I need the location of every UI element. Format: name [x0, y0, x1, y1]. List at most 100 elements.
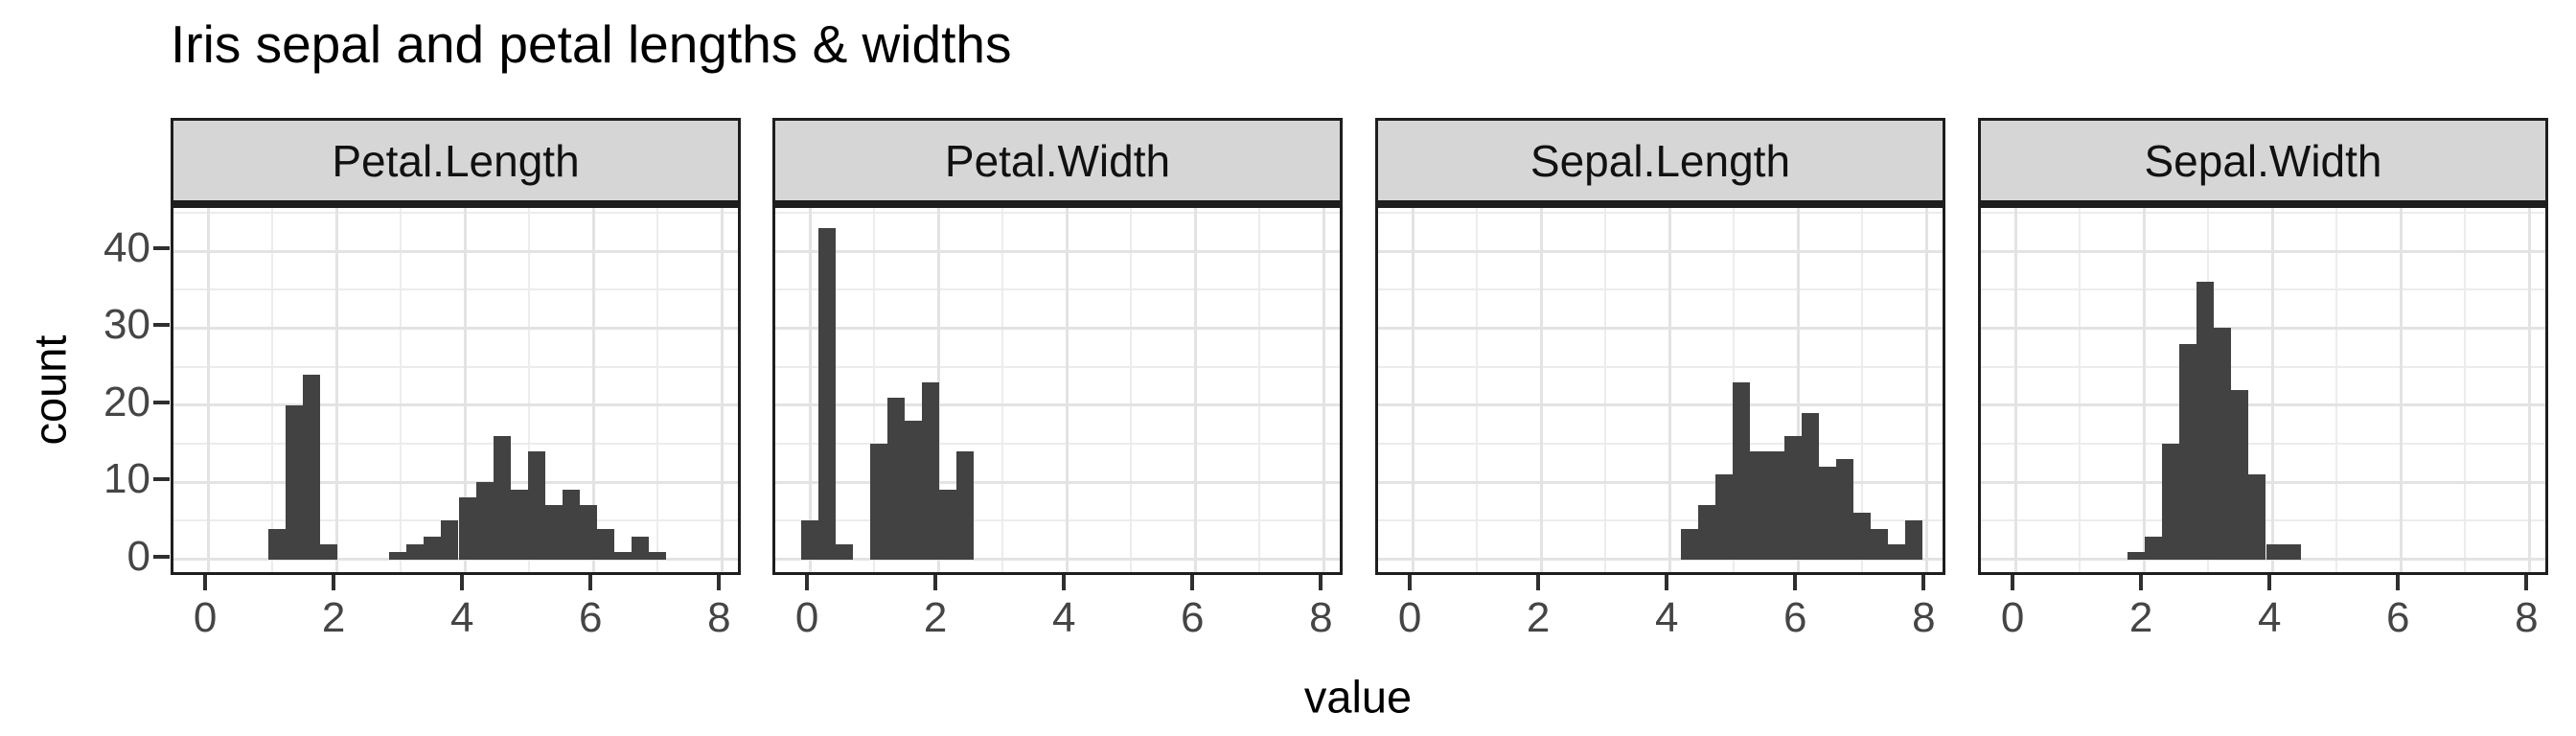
y-major-gridline: [1981, 403, 2545, 407]
x-major-gridline: [2013, 208, 2017, 572]
y-major-gridline: [1378, 480, 1943, 484]
x-tick-label: 6: [2386, 594, 2410, 641]
x-minor-gridline: [1604, 208, 1607, 572]
y-major-gridline: [775, 249, 1340, 253]
x-tick-label: 2: [2128, 594, 2153, 641]
histogram-bar: [648, 551, 666, 560]
panel-plot-area: [1978, 205, 2548, 575]
x-tick-mark: [460, 575, 465, 590]
y-minor-gridline: [173, 211, 738, 214]
y-major-gridline: [775, 403, 1340, 407]
x-tick-label: 6: [1181, 594, 1205, 641]
y-major-gridline: [1378, 403, 1943, 407]
x-tick-label: 0: [794, 594, 819, 641]
y-major-gridline: [173, 326, 738, 330]
x-tick-mark: [332, 575, 336, 590]
x-major-gridline: [808, 208, 812, 572]
x-tick-mark: [1793, 575, 1798, 590]
x-tick-mark: [588, 575, 593, 590]
x-major-gridline: [2142, 208, 2146, 572]
x-tick-label: 8: [707, 594, 731, 641]
x-tick-mark: [2396, 575, 2401, 590]
x-major-gridline: [1924, 208, 1928, 572]
y-minor-gridline: [1378, 443, 1943, 446]
histogram-bar: [2128, 551, 2146, 560]
histogram-bar: [1766, 451, 1784, 560]
y-minor-gridline: [775, 519, 1340, 522]
x-tick-mark: [1062, 575, 1067, 590]
x-tick-mark: [2267, 575, 2272, 590]
histogram-bar: [1749, 451, 1767, 560]
x-tick-mark: [1319, 575, 1323, 590]
x-minor-gridline: [2079, 208, 2082, 572]
histogram-bar: [475, 482, 494, 560]
x-tick-label: 4: [2257, 594, 2282, 641]
histogram-bar: [441, 520, 459, 560]
y-minor-gridline: [1378, 365, 1943, 368]
y-minor-gridline: [1378, 211, 1943, 214]
x-major-gridline: [1322, 208, 1325, 572]
x-major-gridline: [1796, 208, 1800, 572]
x-tick-mark: [2139, 575, 2144, 590]
histogram-bar: [801, 520, 819, 560]
histogram-bar: [631, 536, 649, 560]
y-major-gridline: [173, 480, 738, 484]
x-tick-mark: [1665, 575, 1669, 590]
x-tick-label: 4: [1051, 594, 1076, 641]
facet-strip: Sepal.Width: [1978, 118, 2548, 205]
x-tick-label: 0: [193, 594, 218, 641]
y-tick-label: 10: [104, 455, 150, 503]
x-tick-mark: [1536, 575, 1541, 590]
x-minor-gridline: [528, 208, 531, 572]
y-minor-gridline: [775, 211, 1340, 214]
histogram-bar: [818, 227, 837, 560]
x-tick-label: 4: [449, 594, 474, 641]
histogram-bar: [544, 505, 563, 560]
facet-strip-label: Petal.Length: [332, 135, 580, 186]
y-major-gridline: [1378, 326, 1943, 330]
y-major-gridline: [1981, 249, 2545, 253]
histogram-bar: [1904, 520, 1922, 560]
y-minor-gridline: [1981, 443, 2545, 446]
x-major-gridline: [591, 208, 595, 572]
x-major-gridline: [1065, 208, 1069, 572]
facet-strip-label: Petal.Width: [944, 135, 1171, 186]
x-minor-gridline: [1130, 208, 1133, 572]
y-major-gridline: [1378, 249, 1943, 253]
x-minor-gridline: [656, 208, 659, 572]
x-tick-label: 8: [1912, 594, 1936, 641]
x-major-gridline: [206, 208, 210, 572]
histogram-bar: [836, 543, 854, 560]
histogram-bar: [887, 397, 906, 560]
histogram-bar: [1870, 528, 1888, 560]
y-major-gridline: [775, 326, 1340, 330]
x-major-gridline: [463, 208, 467, 572]
x-minor-gridline: [1861, 208, 1864, 572]
y-tick-mark: [153, 554, 170, 559]
y-minor-gridline: [173, 288, 738, 291]
y-minor-gridline: [1981, 288, 2545, 291]
y-tick-mark: [153, 477, 170, 482]
y-major-gridline: [1981, 558, 2545, 562]
y-minor-gridline: [775, 365, 1340, 368]
x-tick-mark: [1190, 575, 1195, 590]
x-tick-label: 8: [1309, 594, 1333, 641]
x-major-gridline: [720, 208, 724, 572]
panel-plot-area: [171, 205, 741, 575]
histogram-bar: [1801, 412, 1819, 560]
y-tick-mark: [153, 246, 170, 251]
histogram-bar: [406, 543, 425, 560]
x-tick-mark: [1408, 575, 1413, 590]
y-tick-label: 0: [126, 532, 150, 580]
histogram-bar: [562, 490, 580, 560]
x-tick-label: 2: [1526, 594, 1551, 641]
y-major-gridline: [173, 403, 738, 407]
y-major-gridline: [775, 480, 1340, 484]
facet-strip: Petal.Length: [171, 118, 741, 205]
facet-strip: Petal.Width: [772, 118, 1343, 205]
histogram-bar: [579, 505, 597, 560]
histogram-bar: [1697, 505, 1715, 560]
x-minor-gridline: [873, 208, 876, 572]
histogram-bar: [905, 420, 923, 560]
y-major-gridline: [775, 558, 1340, 562]
